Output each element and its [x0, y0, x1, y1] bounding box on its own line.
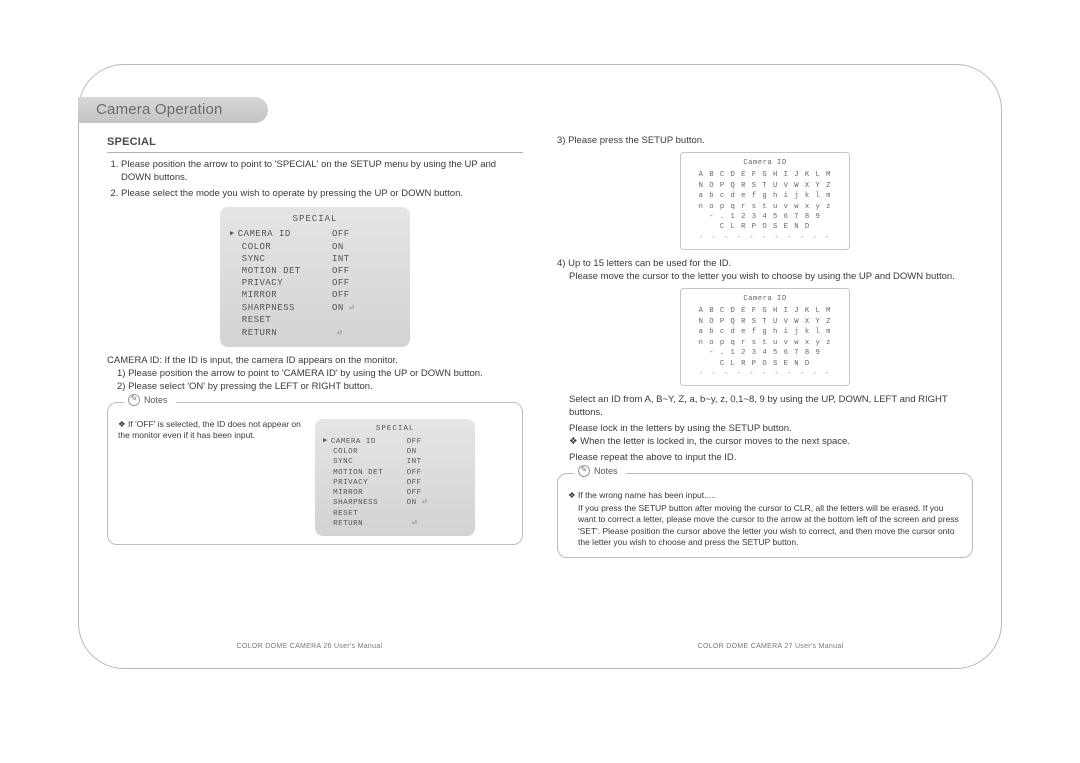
right-column: 3) Please press the SETUP button. Camera… [557, 135, 973, 618]
when-line: ❖ When the letter is locked in, the curs… [569, 436, 973, 449]
notes-label-right: Notes [594, 465, 618, 477]
lock-line: Please lock in the letters by using the … [569, 423, 973, 436]
note-text: ❖ If 'OFF' is selected, the ID does not … [118, 419, 307, 442]
hand-icon: ✎ [578, 465, 590, 477]
idbox2-title: Camera ID [687, 294, 843, 304]
idbox-title: Camera ID [687, 158, 843, 168]
columns: SPECIAL Please position the arrow to poi… [107, 135, 973, 618]
note-head: ❖ If the wrong name has been input..... [568, 490, 962, 501]
note-body: If you press the SETUP button after movi… [568, 503, 962, 549]
camera-id-sub1: 1) Please position the arrow to point to… [107, 368, 523, 381]
step-4b: Please move the cursor to the letter you… [557, 271, 973, 284]
left-column: SPECIAL Please position the arrow to poi… [107, 135, 523, 618]
select-line: Select an ID from A, B~Y, Z, a, b~y, z, … [569, 394, 973, 420]
footer: COLOR DOME CAMERA 26 User's Manual COLOR… [79, 643, 1001, 650]
step-2: Please select the mode you wish to opera… [121, 188, 523, 201]
page-title: Camera Operation [78, 97, 268, 123]
hand-icon: ✎ [128, 394, 140, 406]
step-4a: 4) Up to 15 letters can be used for the … [557, 258, 973, 271]
page-frame: Camera Operation SPECIAL Please position… [78, 64, 1002, 669]
notes-label: Notes [144, 394, 168, 406]
camera-id-lead: CAMERA ID: If the ID is input, the camer… [107, 355, 398, 366]
notes-tab-right: ✎ Notes [574, 465, 626, 477]
footer-right: COLOR DOME CAMERA 27 User's Manual [540, 643, 1001, 650]
osd-special-menu-small: SPECIAL CAMERA IDOFF COLORON SYNCINT MOT… [315, 419, 475, 536]
osd-special-menu: SPECIAL CAMERA IDOFF COLORON SYNCINT MOT… [220, 207, 410, 347]
step-list: Please position the arrow to point to 'S… [107, 159, 523, 201]
notes-box-left: ✎ Notes ❖ If 'OFF' is selected, the ID d… [107, 402, 523, 545]
osd-title-small: SPECIAL [323, 424, 467, 434]
osd-title: SPECIAL [230, 213, 400, 225]
repeat-line: Please repeat the above to input the ID. [569, 452, 973, 465]
camera-id-charset-box-2: Camera ID A B C D E F G H I J K L MN O P… [680, 288, 850, 387]
notes-tab: ✎ Notes [124, 394, 176, 406]
section-header: SPECIAL [107, 135, 523, 153]
footer-left: COLOR DOME CAMERA 26 User's Manual [79, 643, 540, 650]
camera-id-sub2: 2) Please select 'ON' by pressing the LE… [107, 381, 523, 394]
notes-box-right: ✎ Notes ❖ If the wrong name has been inp… [557, 473, 973, 558]
camera-id-charset-box: Camera ID A B C D E F G H I J K L MN O P… [680, 152, 850, 251]
step-1: Please position the arrow to point to 'S… [121, 159, 523, 185]
step-3: 3) Please press the SETUP button. [557, 135, 973, 148]
